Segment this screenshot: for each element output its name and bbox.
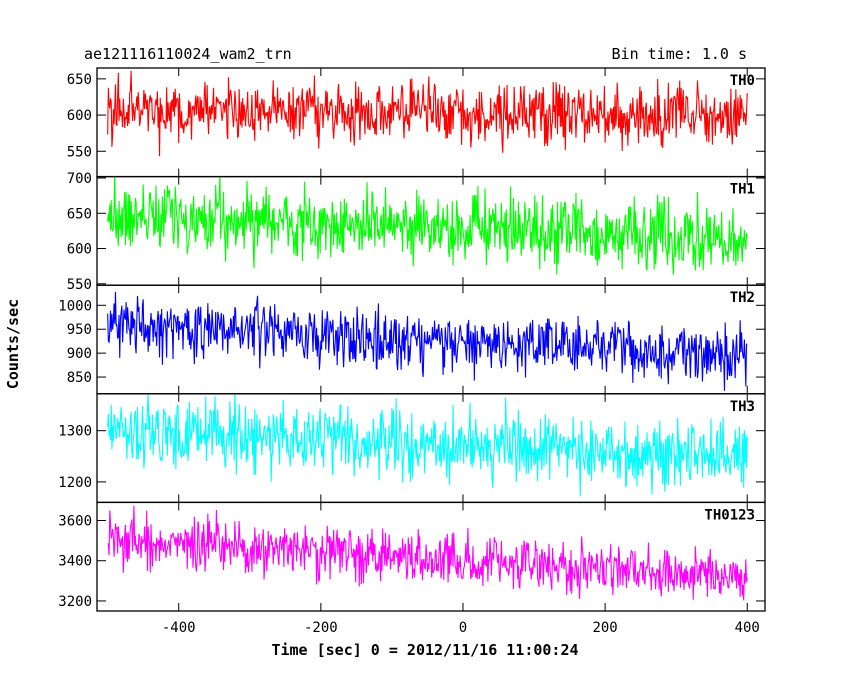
- panel-th0: 550 600 650 TH0: [67, 67, 766, 178]
- channel-label-th0123: TH0123: [704, 507, 755, 523]
- panel-th0123: 3200 3400 3600 TH0123: [58, 501, 766, 612]
- panel-th3: 1200 1300 TH3: [58, 393, 766, 504]
- panel-frame: [96, 501, 766, 612]
- y-tick-label: 700: [67, 171, 92, 187]
- series-th1: [107, 176, 748, 275]
- panels-group: 550 600 650 TH0 550 600 650 700 TH1 850 900 950 1000…: [58, 67, 766, 612]
- series-th2: [107, 291, 748, 391]
- y-tick-label: 1300: [58, 424, 92, 440]
- y-tick-label: 1200: [58, 475, 92, 491]
- y-tick-label: 900: [67, 346, 92, 362]
- bin-time-label: Bin time: 1.0 s: [612, 45, 747, 63]
- channel-label-th1: TH1: [730, 182, 755, 198]
- x-tick-label: 0: [459, 620, 467, 636]
- channel-label-th3: TH3: [730, 399, 755, 415]
- y-axis-title: Counts/sec: [4, 299, 22, 389]
- y-tick-label: 850: [67, 370, 92, 386]
- x-axis-title: Time [sec] 0 = 2012/11/16 11:00:24: [271, 641, 578, 659]
- series-th3: [107, 393, 748, 497]
- panel-th2: 850 900 950 1000 TH2: [58, 284, 766, 395]
- y-tick-label: 550: [67, 144, 92, 160]
- x-tick-label: -200: [304, 620, 338, 636]
- y-tick-label: 1000: [58, 298, 92, 314]
- channel-label-th2: TH2: [730, 290, 755, 306]
- x-tick-label: 200: [592, 620, 617, 636]
- y-tick-label: 950: [67, 322, 92, 338]
- series-th0: [107, 70, 748, 157]
- y-tick-label: 3600: [58, 514, 92, 530]
- y-tick-label: 650: [67, 206, 92, 222]
- x-axis: -400 -200 0 200 400: [162, 620, 760, 636]
- x-tick-label: -400: [162, 620, 196, 636]
- channel-label-th0: TH0: [730, 73, 755, 89]
- y-tick-label: 550: [67, 277, 92, 293]
- y-tick-label: 650: [67, 72, 92, 88]
- y-tick-label: 600: [67, 108, 92, 124]
- panel-th1: 550 600 650 700 TH1: [67, 171, 766, 293]
- object-name-title: ae121116110024_wam2_trn: [84, 45, 292, 63]
- y-tick-label: 3400: [58, 554, 92, 570]
- series-th0123: [107, 505, 748, 601]
- x-tick-label: 400: [735, 620, 760, 636]
- y-tick-label: 3200: [58, 594, 92, 610]
- y-tick-label: 600: [67, 242, 92, 258]
